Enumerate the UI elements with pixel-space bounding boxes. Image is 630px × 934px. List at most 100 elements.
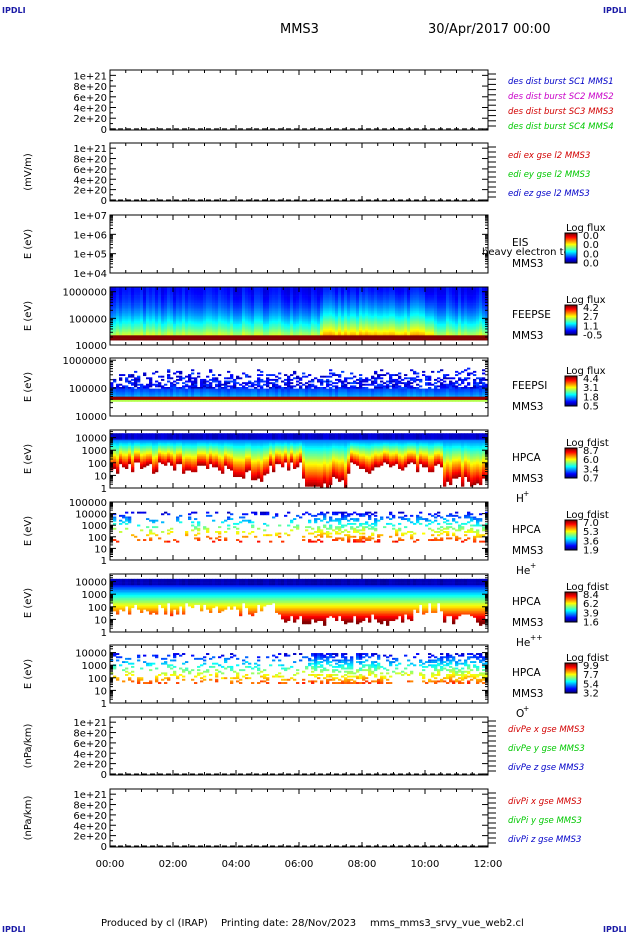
spectrogram-cell <box>170 301 174 304</box>
spectrogram-cell <box>185 333 189 336</box>
spectrogram-cell <box>167 306 171 309</box>
spectrogram-cell <box>323 319 327 322</box>
spectrogram-cell <box>269 288 273 291</box>
spectrogram-cell <box>164 290 168 293</box>
panel-frame <box>109 142 489 202</box>
spectrogram-cell <box>374 327 378 330</box>
spectrogram-cell <box>305 307 309 310</box>
spectrogram-cell <box>233 328 237 331</box>
spectrogram-cell <box>425 299 429 302</box>
spectrogram-cell <box>176 336 180 339</box>
spectrogram-cell <box>365 291 369 294</box>
spectrogram-cell <box>428 287 432 289</box>
spectrogram-cell <box>212 298 216 301</box>
spectrogram-cell <box>290 320 294 323</box>
spectrogram-cell <box>293 338 297 341</box>
spectrogram-cell <box>245 328 249 331</box>
spectrogram-cell <box>443 330 447 333</box>
spectrogram-cell <box>140 296 144 299</box>
spectrogram-cell <box>260 332 264 335</box>
spectrogram-cell <box>134 370 138 373</box>
spectrogram-cell <box>359 290 363 293</box>
spectrogram-cell <box>317 327 321 330</box>
spectrogram-cell <box>242 319 246 322</box>
spectrogram-cell <box>161 320 165 323</box>
spectrogram-cell <box>353 288 357 291</box>
spectrogram-cell <box>149 330 153 333</box>
spectrogram-cell <box>182 335 186 338</box>
spectrogram-cell <box>371 307 375 310</box>
spectrogram-cell <box>314 287 318 289</box>
spectrogram-cell <box>335 312 339 315</box>
spectrogram-cell <box>203 303 207 306</box>
spectrogram-cell <box>359 312 363 315</box>
spectrogram-cell <box>155 338 159 341</box>
colorbar-swatch <box>565 234 577 236</box>
spectrogram-cell <box>182 325 186 328</box>
spectrogram-cell <box>338 328 342 331</box>
spectrogram-cell <box>404 324 408 326</box>
spectrogram-cell <box>392 328 396 331</box>
spectrogram-cell <box>293 312 297 315</box>
spectrogram-cell <box>356 303 360 306</box>
spectrogram-cell <box>218 325 222 328</box>
spectrogram-cell <box>326 324 330 326</box>
spectrogram-cell <box>179 306 183 309</box>
spectrogram-cell <box>269 335 273 338</box>
spectrogram-cell <box>422 312 426 315</box>
spectrogram-cell <box>347 303 351 306</box>
spectrogram-cell <box>431 293 435 296</box>
spectrogram-cell <box>119 287 123 289</box>
spectrogram-cell <box>125 319 129 322</box>
spectrogram-cell <box>257 287 261 289</box>
spectrogram-cell <box>227 320 231 323</box>
spectrogram-cell <box>248 320 252 323</box>
spectrogram-cell <box>314 325 318 328</box>
spectrogram-cell <box>293 291 297 294</box>
spectrogram-cell <box>191 338 195 341</box>
spectrogram-cell <box>404 290 408 293</box>
spectrogram-cell <box>440 296 444 299</box>
spectrogram-cell <box>356 333 360 336</box>
spectrogram-cell <box>113 336 117 339</box>
spectrogram-cell <box>227 303 231 306</box>
spectrogram-cell <box>362 299 366 302</box>
spectrogram-cell <box>425 333 429 336</box>
spectrogram-cell <box>170 320 174 323</box>
spectrogram-cell <box>194 328 198 331</box>
spectrogram-cell <box>194 307 198 310</box>
spectrogram-cell <box>326 309 330 312</box>
spectrogram-cell <box>239 291 243 294</box>
spectrogram-cell <box>170 333 174 336</box>
spectrogram-cell <box>398 306 402 309</box>
spectrogram-cell <box>152 290 156 293</box>
spectrogram-cell <box>365 307 369 310</box>
spectrogram-cell <box>155 328 159 331</box>
spectrogram-cell <box>251 306 255 309</box>
spectrogram-cell <box>236 325 240 328</box>
spectrogram-cell <box>167 290 171 293</box>
corner-label-top-left: IPDLI <box>2 6 26 15</box>
spectrogram-cell <box>137 307 141 310</box>
spectrogram-cell <box>305 296 309 299</box>
spectrogram-cell <box>239 307 243 310</box>
spectrogram-cell <box>242 322 246 325</box>
spectrogram-cell <box>155 333 159 336</box>
spectrogram-cell <box>362 328 366 331</box>
spectrogram-cell <box>359 288 363 291</box>
spectrogram-cell <box>275 311 279 314</box>
spectrogram-cell <box>122 319 126 322</box>
spectrogram-cell <box>383 306 387 309</box>
spectrogram-cell <box>341 293 345 296</box>
spectrogram-cell <box>323 299 327 302</box>
spectrogram-cell <box>416 325 420 328</box>
spectrogram-cell <box>188 295 192 297</box>
spectrogram-cell <box>170 317 174 320</box>
spectrogram-cell <box>404 304 408 307</box>
spectrogram-cell <box>125 306 129 309</box>
spectrogram-cell <box>317 304 321 307</box>
spectrogram-cell <box>335 291 339 294</box>
spectrogram-cell <box>221 293 225 296</box>
spectrogram-cell <box>209 287 213 289</box>
spectrogram-cell <box>329 291 333 294</box>
